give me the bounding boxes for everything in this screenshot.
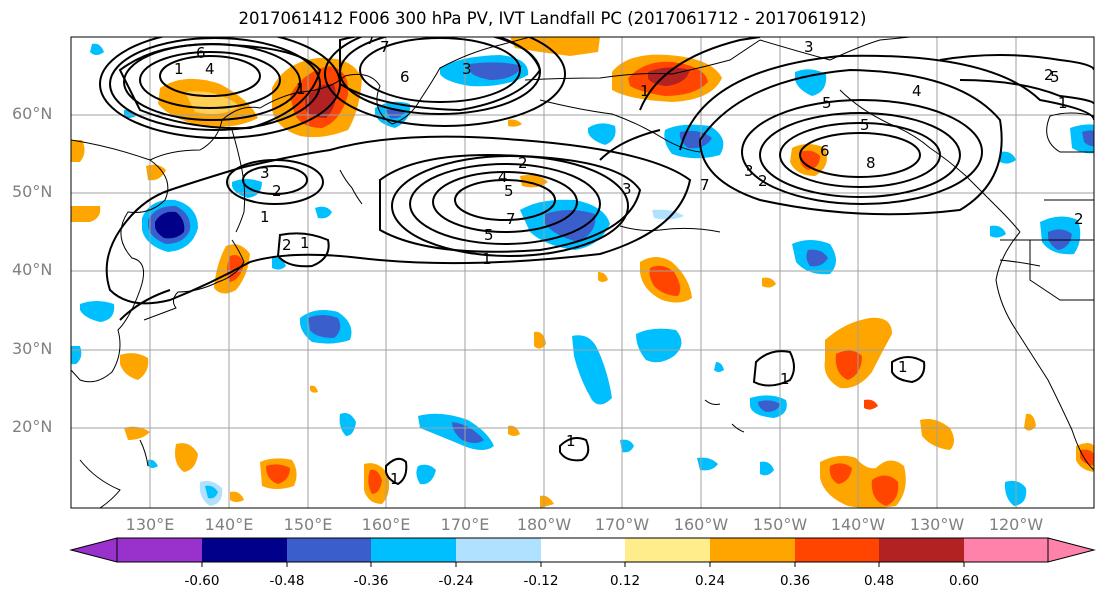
contour-label: 1 xyxy=(174,60,184,78)
lat-label-20n: 20°N xyxy=(12,417,53,436)
colorbar-tick-label: 0.60 xyxy=(948,573,980,589)
map-title: 2017061412 F006 300 hPa PV, IVT Landfall… xyxy=(238,9,867,28)
lon-label: 150°W xyxy=(752,515,808,534)
contour-label: 1 xyxy=(300,234,310,252)
contour-label: 3 xyxy=(462,60,472,78)
coastlines xyxy=(71,37,1094,508)
lon-label: 120°W xyxy=(988,515,1044,534)
colorbar-tick-label: -0.36 xyxy=(353,573,389,589)
contour-label: 1 xyxy=(1058,94,1068,112)
contour-label: 2 xyxy=(272,182,282,200)
lon-label: 170°E xyxy=(440,515,490,534)
colorbar-bin-6 xyxy=(625,538,710,562)
contour-label: 3 xyxy=(744,162,754,180)
colorbar-bin-8 xyxy=(795,538,879,562)
contour-label: 5 xyxy=(1050,68,1060,86)
contour-label: 1 xyxy=(780,370,790,388)
lon-label: 150°E xyxy=(283,515,333,534)
contour-label: 6 xyxy=(400,68,410,86)
colorbar-max-extend xyxy=(1047,537,1096,563)
contour-label: 8 xyxy=(866,154,876,172)
contour-label: 6 xyxy=(820,142,830,160)
colorbar-tick-label: -0.12 xyxy=(523,573,559,589)
lon-label: 180°W xyxy=(516,515,572,534)
colorbar-tick-label: 0.36 xyxy=(779,573,811,589)
contour-label: 1 xyxy=(482,250,492,268)
contour-labels: 6 4 7 7 3 6 1 3 2 1 1 5 4 7 5 2 2 1 3 5 … xyxy=(174,30,1084,488)
map-frame xyxy=(70,36,1095,509)
contour-label: 4 xyxy=(205,60,215,78)
colorbar-tick-label: -0.48 xyxy=(269,573,305,589)
contour-label: 2 xyxy=(1074,210,1084,228)
contour-label: 7 xyxy=(700,176,710,194)
colorbar-bin-0 xyxy=(117,538,202,562)
lon-label: 130°E xyxy=(125,515,175,534)
contour-label: 2 xyxy=(758,172,768,190)
colorbar-bin-7 xyxy=(710,538,795,562)
contour-label: 1 xyxy=(640,82,650,100)
lon-label: 170°W xyxy=(594,515,650,534)
lon-label: 160°W xyxy=(673,515,729,534)
shaded-pv-field xyxy=(71,37,1094,508)
contour-label: 7 xyxy=(380,38,390,56)
contour-label: 4 xyxy=(498,168,508,186)
colorbar-bin-9 xyxy=(879,538,964,562)
contour-label: 6 xyxy=(196,44,206,62)
contour-label: 5 xyxy=(504,182,514,200)
contour-label: 7 xyxy=(506,210,516,228)
contour-label: 5 xyxy=(860,116,870,134)
contour-label: 3 xyxy=(622,180,632,198)
contour-label: 7 xyxy=(366,30,376,48)
contour-label: 1 xyxy=(898,358,908,376)
contour-label: 2 xyxy=(1044,66,1054,84)
colorbar-min-extend xyxy=(69,537,118,563)
colorbar-bin-2 xyxy=(287,538,371,562)
pv-blob-top-orange xyxy=(510,37,600,56)
contour-label: 5 xyxy=(822,94,832,112)
colorbar xyxy=(69,537,1096,567)
colorbar-tick-label: 0.12 xyxy=(609,573,641,589)
colorbar-bin-4 xyxy=(456,538,541,562)
colorbar-bin-10 xyxy=(964,538,1048,562)
colorbar-bin-3 xyxy=(371,538,456,562)
lat-label-60n: 60°N xyxy=(12,104,53,123)
colorbar-bin-1 xyxy=(202,538,287,562)
colorbar-tick-label: -0.24 xyxy=(438,573,474,589)
lon-label: 160°E xyxy=(361,515,411,534)
colorbar-tick-label: 0.24 xyxy=(694,573,726,589)
contour-label: 4 xyxy=(912,82,922,100)
contour-label: 1 xyxy=(260,208,270,226)
colorbar-tick-label: 0.48 xyxy=(863,573,895,589)
colorbar-bin-5 xyxy=(541,538,625,562)
contour-label: 1 xyxy=(390,470,400,488)
lat-label-50n: 50°N xyxy=(12,182,53,201)
contour-label: 3 xyxy=(804,38,814,56)
lon-label: 140°W xyxy=(830,515,886,534)
colorbar-tick-label: -0.60 xyxy=(184,573,220,589)
lon-label: 130°W xyxy=(909,515,965,534)
contour-label: 1 xyxy=(566,432,576,450)
gridlines xyxy=(71,37,1094,508)
contour-label: 2 xyxy=(518,154,528,172)
lat-label-40n: 40°N xyxy=(12,260,53,279)
pv-contours xyxy=(99,37,1094,486)
contour-label: 1 xyxy=(296,80,306,98)
lat-label-30n: 30°N xyxy=(12,339,53,358)
lon-label: 140°E xyxy=(204,515,254,534)
map-panel: 6 4 7 7 3 6 1 3 2 1 1 5 4 7 5 2 2 1 3 5 … xyxy=(71,30,1094,508)
contour-label: 5 xyxy=(484,226,494,244)
contour-label: 2 xyxy=(282,236,292,254)
contour-label: 3 xyxy=(260,164,270,182)
